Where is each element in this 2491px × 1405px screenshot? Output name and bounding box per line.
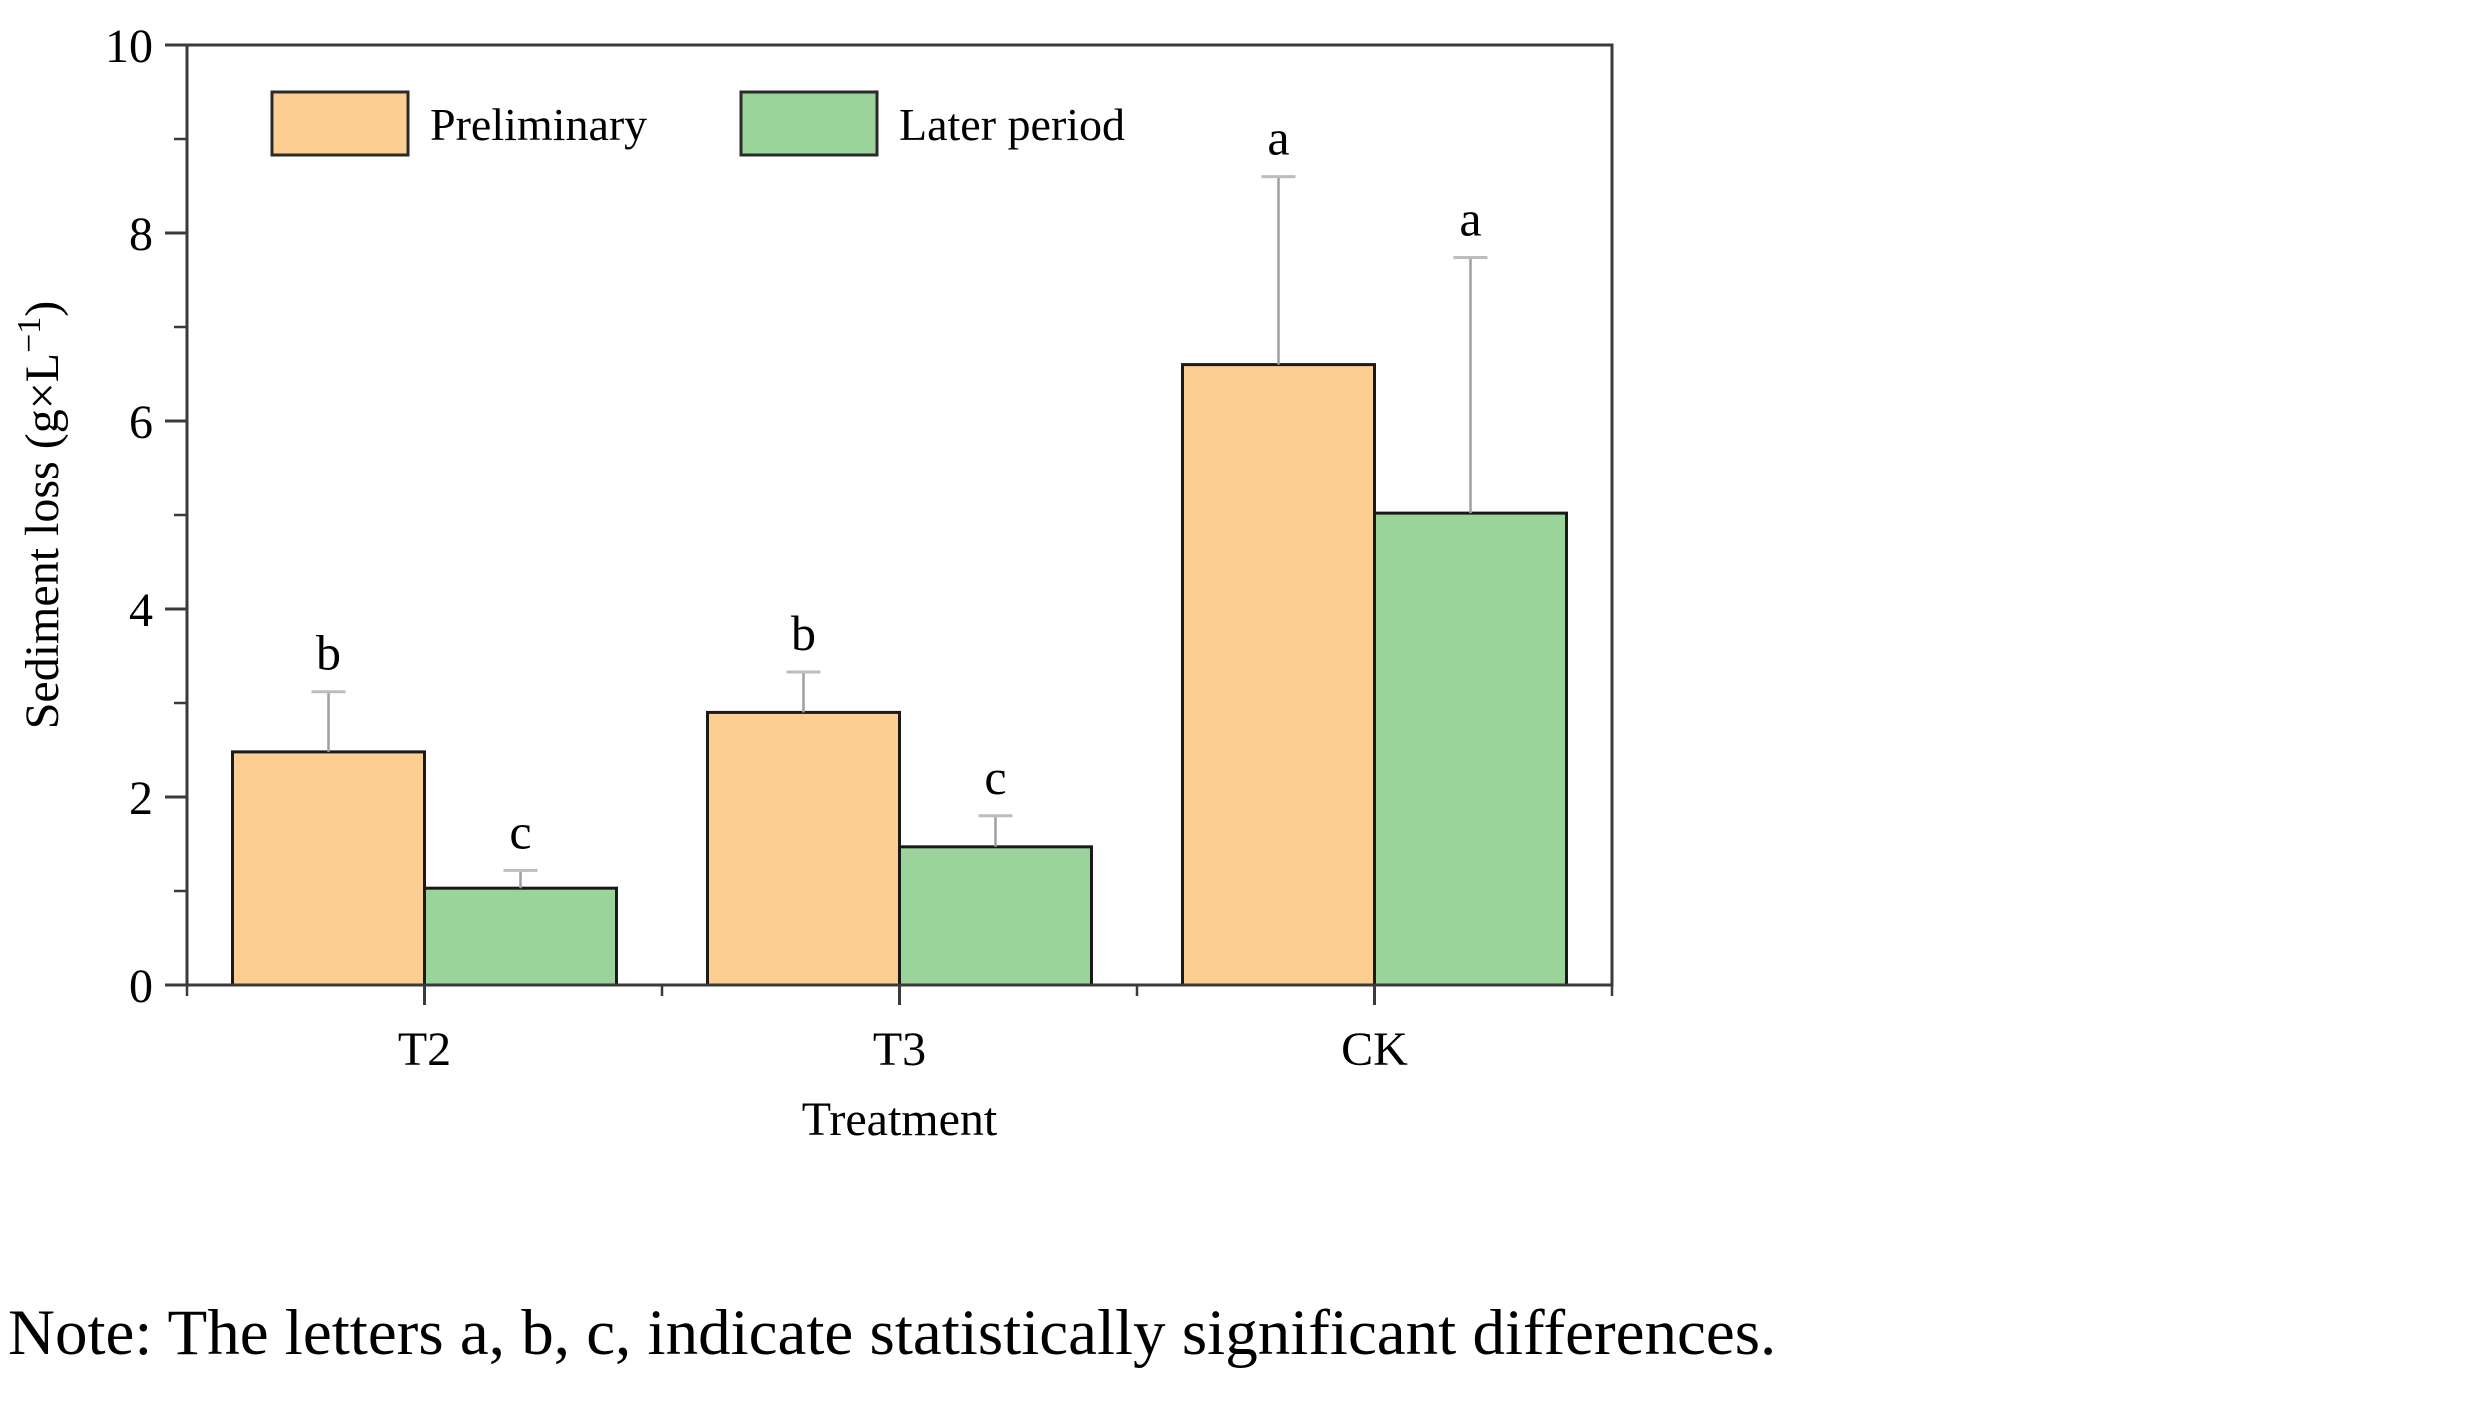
y-axis-title: Sediment loss (g×L−1) [11,301,69,730]
bar-CK-1 [1373,511,1568,987]
sig-letter-T2-0: b [316,625,341,681]
y-tick-label: 10 [105,20,153,73]
bar-CK-0 [1181,363,1376,987]
legend-swatch-0 [270,90,410,157]
y-tick-label: 6 [129,396,153,449]
x-tick-label-CK: CK [1341,1023,1408,1076]
bar-T3-0 [706,710,901,987]
sig-letter-T2-1: c [509,803,531,859]
sig-letter-CK-0: a [1267,110,1289,166]
x-tick-label-T2: T2 [398,1023,451,1076]
legend-swatch-1 [739,90,879,157]
sig-letter-T3-0: b [791,605,816,661]
bar-T2-0 [231,750,426,987]
legend-label-1: Later period [899,99,1125,150]
figure-note: Note: The letters a, b, c, indicate stat… [8,1297,1777,1369]
sig-letter-CK-1: a [1459,190,1481,246]
sig-letter-T3-1: c [984,749,1006,805]
bar-T3-1 [898,845,1093,987]
y-tick-label: 0 [129,960,153,1013]
legend-label-0: Preliminary [430,99,647,150]
y-tick-label: 8 [129,208,153,261]
bar-T2-1 [423,886,618,987]
y-tick-label: 4 [129,584,153,637]
x-tick-label-T3: T3 [873,1023,926,1076]
y-tick-label: 2 [129,772,153,825]
x-axis-title: Treatment [802,1093,998,1146]
